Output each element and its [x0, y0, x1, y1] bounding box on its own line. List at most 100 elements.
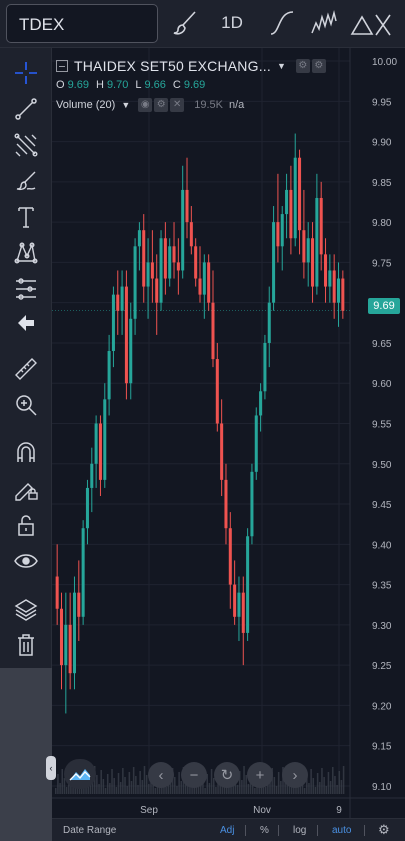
volume-bar [314, 787, 317, 794]
auto-scale-toggle[interactable]: auto [332, 825, 352, 836]
volume-bar [139, 771, 141, 794]
volume-bar [236, 785, 239, 794]
candle-body [116, 294, 120, 311]
brush-icon[interactable] [168, 6, 202, 40]
candle-body [211, 302, 215, 360]
price-tick-label: 9.75 [372, 258, 392, 269]
unlock-icon[interactable] [10, 510, 42, 540]
gear-icon[interactable]: ⚙ [378, 822, 390, 837]
candle-body [306, 238, 310, 263]
price-tick-label: 9.80 [372, 218, 392, 229]
candle-body [55, 576, 59, 609]
candle-body [289, 189, 293, 239]
volume-bar [143, 766, 146, 794]
percent-toggle[interactable]: % [260, 825, 269, 836]
crosshair-icon[interactable] [10, 58, 42, 88]
volume-bar [178, 772, 180, 794]
tradingview-logo-icon[interactable] [64, 759, 96, 789]
volume-bar [312, 778, 315, 794]
candle-body [246, 536, 250, 633]
toolbar-collapse-handle[interactable]: ‹ [46, 756, 56, 780]
candle-body [133, 246, 137, 319]
volume-bar [109, 783, 111, 794]
log-toggle[interactable]: log [293, 825, 307, 836]
reset-chart-button[interactable]: ↻ [214, 762, 240, 788]
volume-bar [243, 766, 245, 794]
volume-bar [98, 784, 100, 794]
candle-body [98, 423, 102, 480]
zoom-out-button[interactable]: − [181, 762, 207, 788]
price-chart[interactable]: 10.00 9.95 9.90 9.85 9.80 9.75 9.70 9.65 9.60 9.5… [52, 48, 405, 818]
candle-body [233, 584, 237, 617]
scroll-left-button[interactable]: ‹ [148, 762, 174, 788]
toolbar-footer [0, 668, 52, 841]
volume-bar [297, 784, 299, 794]
volume-bar [197, 784, 200, 794]
eye-icon[interactable] [10, 546, 42, 576]
candle-body [198, 278, 202, 295]
volume-bar [303, 788, 306, 794]
text-tool-icon[interactable] [10, 202, 42, 232]
price-tick-label: 9.55 [372, 420, 392, 431]
symbol-text: TDEX [19, 15, 65, 34]
volume-bar [169, 782, 172, 794]
ruler-icon[interactable] [10, 354, 42, 384]
candle-body [155, 278, 159, 303]
collapse-legend-button[interactable] [56, 60, 68, 72]
chart-style-icon[interactable] [264, 6, 300, 40]
chart-pane[interactable]: 10.00 9.95 9.90 9.85 9.80 9.75 9.70 9.65 9.60 9.5… [52, 48, 405, 818]
magnet-icon[interactable] [10, 438, 42, 468]
series-more-icon[interactable]: ⚙ [311, 59, 326, 73]
volume-bar [152, 779, 154, 794]
candle-body [85, 487, 89, 529]
adj-toggle[interactable]: Adj [220, 825, 235, 836]
zoom-in-icon[interactable] [10, 390, 42, 420]
volume-label[interactable]: Volume (20) [56, 99, 116, 111]
date-range-button[interactable]: Date Range [63, 825, 117, 836]
chevron-down-icon[interactable]: ▼ [276, 61, 286, 71]
brush-tool-icon[interactable] [10, 166, 42, 196]
volume-bar [122, 768, 124, 794]
candle-body [129, 318, 133, 384]
candle-body [168, 246, 172, 279]
chart-background [52, 48, 405, 818]
volume-settings-icon[interactable]: ⚙ [154, 98, 169, 112]
interval-button[interactable]: 1D [221, 13, 243, 32]
scroll-right-button[interactable]: › [282, 762, 308, 788]
compare-icon[interactable] [346, 6, 394, 40]
trash-icon[interactable] [10, 630, 42, 660]
layers-icon[interactable] [10, 594, 42, 624]
lock-drawing-icon[interactable] [10, 474, 42, 504]
back-arrow-icon[interactable] [10, 308, 42, 338]
candle-body [224, 479, 228, 529]
candle-body [68, 624, 72, 674]
volume-bar [124, 777, 126, 794]
chart-legend: THAIDEX SET50 EXCHANG... ▼ ⚙ ⚙ O 9.69 H 9.… [56, 58, 326, 112]
candle-body [267, 302, 271, 343]
volume-bar [245, 775, 247, 794]
trend-line-icon[interactable] [10, 94, 42, 124]
symbol-search-box[interactable]: TDEX [6, 4, 158, 43]
candle-body [72, 592, 76, 674]
volume-bar [119, 782, 122, 794]
volume-remove-icon[interactable]: ✕ [170, 98, 185, 112]
series-settings-icon[interactable]: ⚙ [295, 59, 310, 73]
high-label: H [95, 79, 104, 91]
volume-visibility-icon[interactable]: ◉ [138, 98, 153, 112]
pattern-tool-icon[interactable] [10, 238, 42, 268]
zoom-in-button[interactable]: + [247, 762, 273, 788]
volume-bar [323, 777, 325, 794]
volume-bar [258, 783, 260, 794]
fib-retracement-icon[interactable] [10, 274, 42, 304]
volume-bar [65, 787, 68, 794]
time-tick-label: 9 [336, 805, 342, 816]
indicators-icon[interactable] [306, 6, 342, 40]
volume-bar [70, 782, 72, 794]
candle-body [241, 592, 245, 633]
price-tick-label: 9.15 [372, 742, 392, 753]
chevron-down-icon[interactable]: ▼ [121, 100, 131, 110]
candle-body [254, 415, 258, 472]
gann-fan-icon[interactable] [10, 130, 42, 160]
price-tick-label: 9.20 [372, 701, 392, 712]
candle-body [341, 278, 345, 311]
